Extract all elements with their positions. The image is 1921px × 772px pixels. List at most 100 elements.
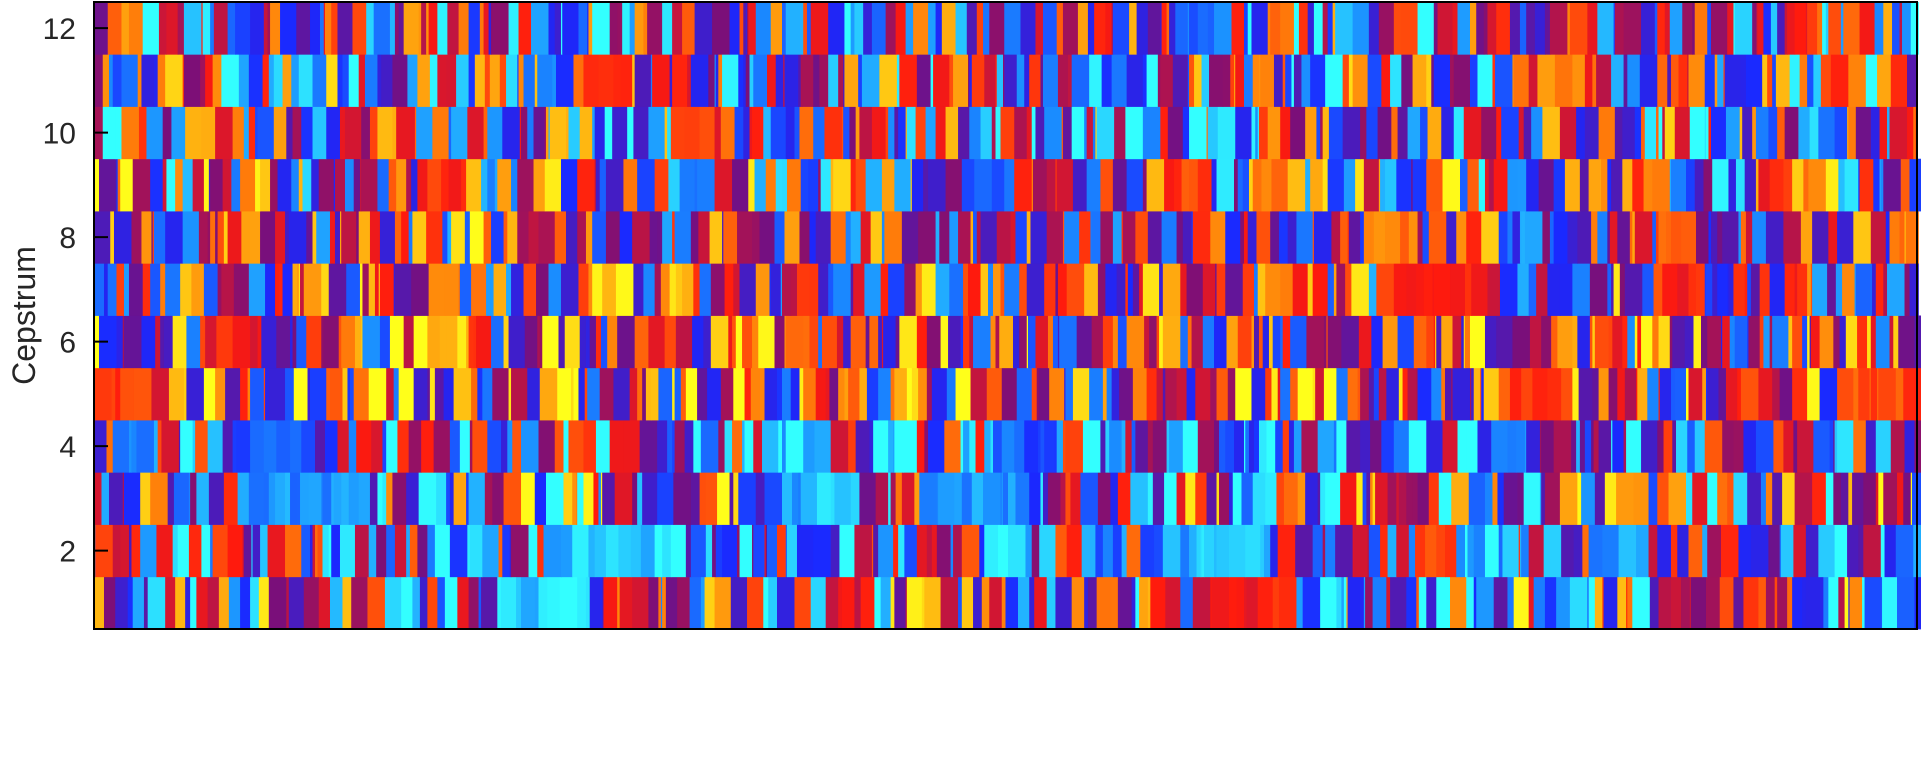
heatmap-cell [1537,54,1556,107]
heatmap-cell [1000,106,1015,160]
heatmap-cell [592,106,596,160]
heatmap-cell [1686,158,1696,212]
heatmap-cell [1139,576,1149,630]
heatmap-cell [1161,211,1178,264]
heatmap-cell [1323,367,1337,421]
heatmap-cell [1201,54,1210,107]
heatmap-cell [1071,106,1085,160]
heatmap-cell [657,420,668,473]
heatmap-cell [1368,367,1375,421]
heatmap-cell [693,263,701,316]
heatmap-cell [448,106,452,160]
heatmap-cell [1641,420,1658,473]
heatmap-cell [210,2,215,55]
heatmap-cell [457,576,470,630]
heatmap-cell [1689,106,1706,160]
heatmap-cell [1426,158,1444,212]
heatmap-cell [165,576,176,630]
heatmap-cell [931,524,938,578]
heatmap-cell [434,524,451,578]
heatmap-cell [426,211,443,264]
heatmap-cell [953,54,969,107]
heatmap-cell [1331,211,1341,264]
heatmap-cell [854,576,862,630]
heatmap-cell [1146,54,1159,107]
heatmap-cell [1368,524,1381,578]
heatmap-cell [1376,263,1395,316]
heatmap-cell [588,524,596,578]
heatmap-cell [604,106,613,160]
heatmap-cell [1026,263,1045,316]
heatmap-cell [1433,54,1451,107]
heatmap-cell [878,367,892,421]
heatmap-cell [843,106,851,160]
heatmap-cell [1191,315,1204,369]
heatmap-cell [1248,158,1254,212]
heatmap-cell [949,211,959,264]
heatmap-cell [1245,420,1250,473]
heatmap-cell [950,524,954,578]
heatmap-cell [1618,524,1637,578]
heatmap-cell [1413,315,1427,369]
heatmap-cell [949,54,954,107]
heatmap-cell [451,106,468,160]
heatmap-cell [215,211,219,264]
heatmap-cell [924,420,929,473]
heatmap-cell [1426,54,1432,107]
heatmap-cell [971,54,985,107]
heatmap-cell [257,315,262,369]
heatmap-cell [200,54,206,107]
heatmap-cell [785,315,804,369]
heatmap-cell [1825,472,1834,525]
heatmap-cell [587,367,601,421]
heatmap-cell [1237,158,1244,212]
heatmap-cell [940,315,949,369]
heatmap-cell [398,367,415,421]
heatmap-cell [1397,106,1409,160]
heatmap-cell [945,158,963,212]
heatmap-cell [482,367,493,421]
heatmap-cell [103,576,116,630]
heatmap-cell [1453,54,1471,107]
heatmap-cell [1588,524,1603,578]
heatmap-cell [888,263,905,316]
heatmap-cell [1327,2,1334,55]
heatmap-cell [248,106,256,160]
heatmap-cell [1720,315,1723,369]
heatmap-cell [983,472,1002,525]
heatmap-cell [1844,158,1859,212]
heatmap-cell [828,2,846,55]
heatmap-cell [1544,472,1561,525]
heatmap-cell [901,472,915,525]
heatmap-cell [1055,158,1058,212]
heatmap-cell [1401,2,1419,55]
heatmap-cell [738,54,744,107]
heatmap-cell [894,420,904,473]
heatmap-cell [1466,211,1482,264]
heatmap-cell [265,263,276,316]
heatmap-cell [1206,106,1209,160]
heatmap-cell [123,315,143,369]
heatmap-cell [1280,106,1291,160]
heatmap-cell [1253,263,1259,316]
heatmap-cell [715,524,723,578]
heatmap-cell [1035,2,1044,55]
heatmap-cell [270,158,279,212]
heatmap-cell [1497,472,1505,525]
heatmap-cell [1176,367,1188,421]
heatmap-cell [859,106,873,160]
heatmap-cell [617,2,623,55]
heatmap-cell [1476,2,1480,55]
heatmap-cell [243,211,261,264]
heatmap-cell [1040,472,1044,525]
heatmap-cell [223,472,239,525]
heatmap-cell [1211,576,1230,630]
heatmap-cell [563,472,573,525]
heatmap-cell [662,524,672,578]
heatmap-cell [1639,54,1658,107]
heatmap-cell [153,420,159,473]
heatmap-cell [844,54,859,107]
heatmap-cell [379,263,395,316]
heatmap-cell [605,211,621,264]
heatmap-cell [1662,263,1678,316]
